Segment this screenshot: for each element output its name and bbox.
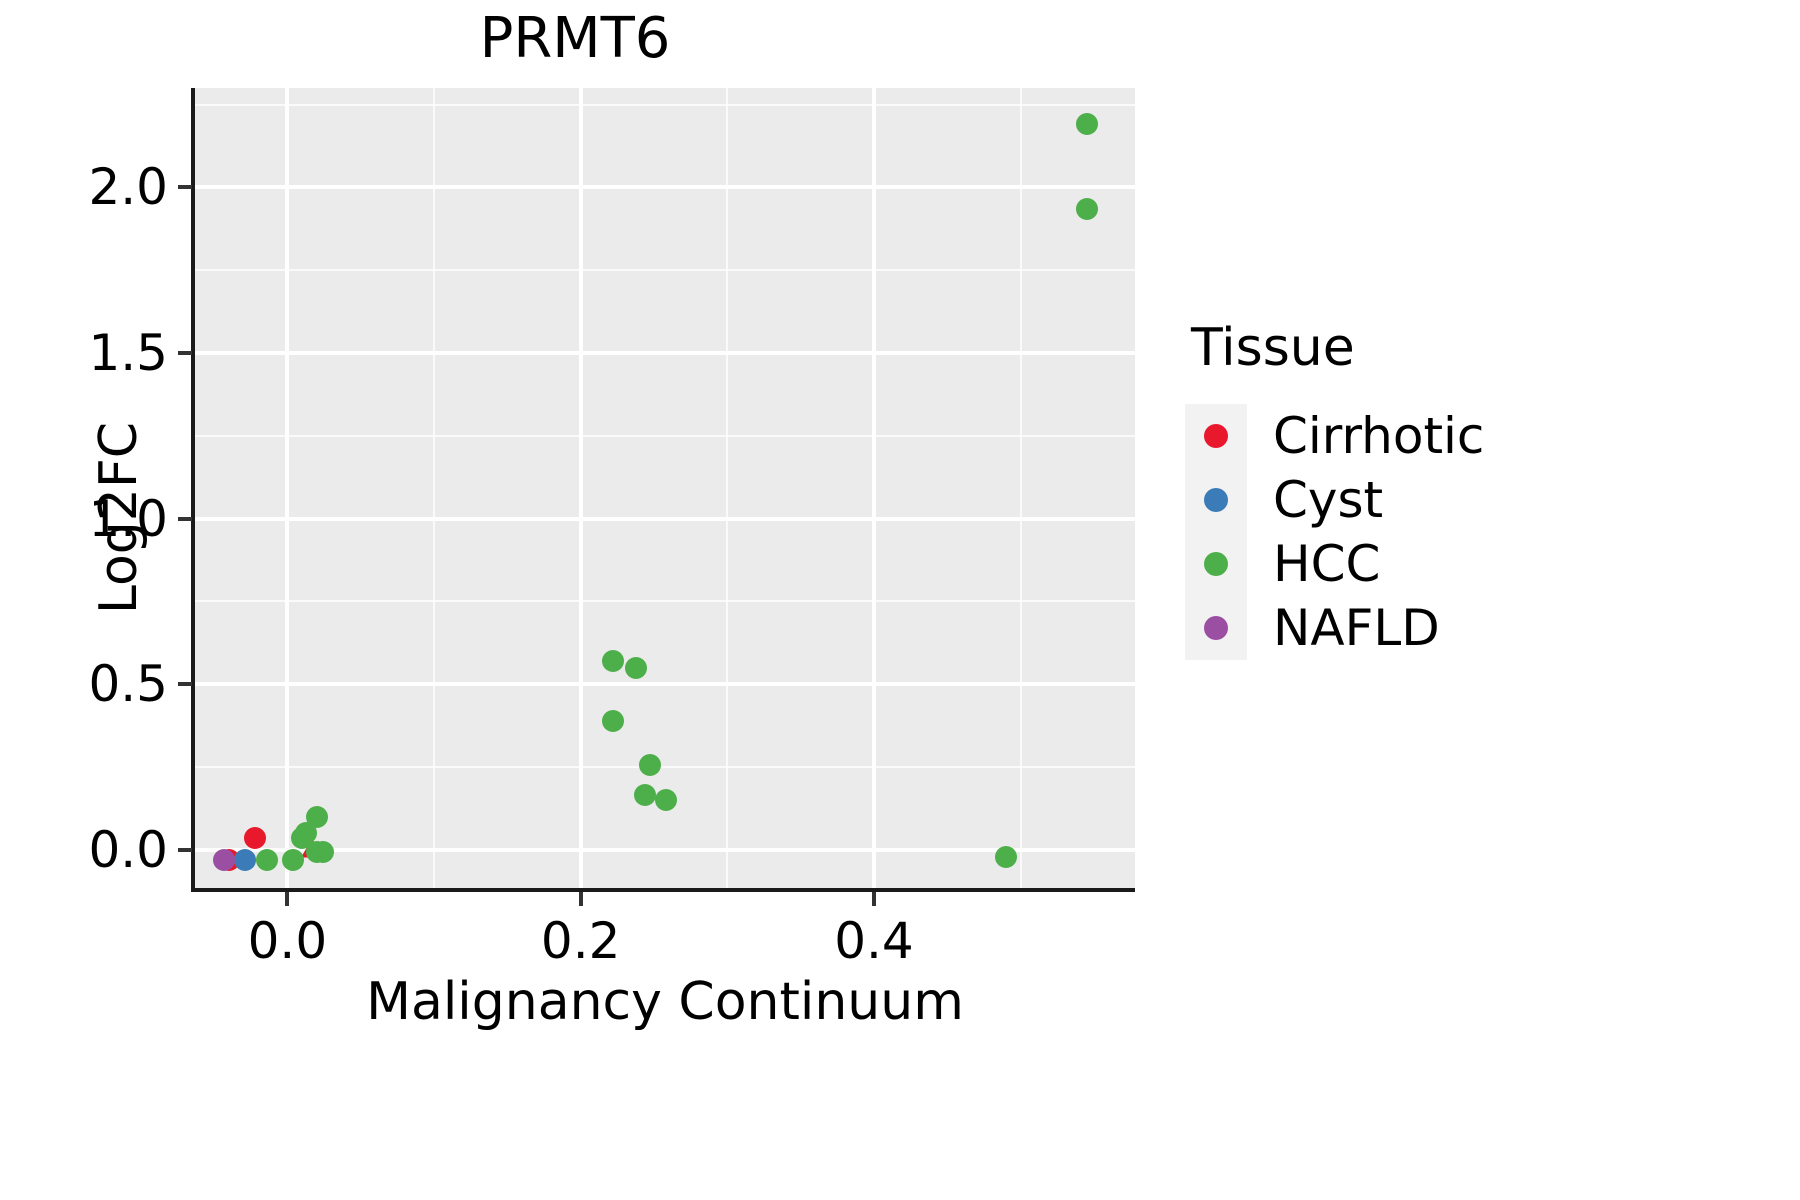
data-point-hcc xyxy=(305,805,328,828)
data-point-hcc xyxy=(282,848,305,871)
data-point-hcc xyxy=(638,754,661,777)
legend-item-hcc[interactable]: HCC xyxy=(1185,532,1745,596)
plot-panel xyxy=(195,88,1135,888)
legend-dot-icon xyxy=(1204,424,1228,448)
grid-major-horizontal xyxy=(195,351,1135,355)
data-point-cyst xyxy=(233,848,256,871)
legend: Tissue Cirrhotic Cyst HCC NAFLD xyxy=(1185,318,1745,660)
grid-major-horizontal xyxy=(195,516,1135,521)
legend-item-label: Cirrhotic xyxy=(1273,407,1485,465)
data-point-cirrhotic xyxy=(244,827,267,850)
legend-item-nafld[interactable]: NAFLD xyxy=(1185,596,1745,660)
y-axis-tick xyxy=(178,516,192,521)
data-point-hcc xyxy=(634,784,657,807)
y-axis-line xyxy=(191,88,195,892)
x-axis-tick-label: 0.0 xyxy=(247,912,328,970)
y-axis-tick-label: 1.5 xyxy=(88,324,168,382)
x-axis-tick xyxy=(285,892,290,906)
grid-minor-horizontal xyxy=(195,434,1135,437)
grid-minor-horizontal xyxy=(195,766,1135,769)
data-point-hcc xyxy=(654,789,677,812)
data-point-nafld xyxy=(213,848,236,871)
grid-major-vertical xyxy=(578,88,583,888)
legend-items: Cirrhotic Cyst HCC NAFLD xyxy=(1185,404,1745,660)
x-axis-tick-label: 0.4 xyxy=(834,912,914,970)
data-point-hcc xyxy=(255,848,278,871)
data-point-hcc xyxy=(1075,197,1098,220)
y-axis-tick xyxy=(178,185,192,190)
grid-minor-horizontal xyxy=(195,269,1135,272)
legend-key xyxy=(1185,532,1247,596)
legend-item-label: HCC xyxy=(1273,535,1381,593)
grid-major-horizontal xyxy=(195,847,1135,852)
legend-dot-icon xyxy=(1204,616,1228,640)
grid-minor-horizontal xyxy=(195,103,1135,106)
data-point-hcc xyxy=(311,840,334,863)
x-axis-line xyxy=(191,888,1135,892)
x-axis-tick xyxy=(871,892,876,906)
grid-minor-vertical xyxy=(726,88,729,888)
y-axis-tick xyxy=(178,847,192,852)
legend-dot-icon xyxy=(1204,488,1228,512)
legend-item-label: Cyst xyxy=(1273,471,1384,529)
y-axis-tick xyxy=(178,682,192,687)
legend-item-cirrhotic[interactable]: Cirrhotic xyxy=(1185,404,1745,468)
grid-minor-vertical xyxy=(1019,88,1022,888)
x-axis-title: Malignancy Continuum xyxy=(366,972,964,1032)
page-title: PRMT6 xyxy=(479,6,671,71)
legend-title: Tissue xyxy=(1191,318,1355,378)
legend-dot-icon xyxy=(1204,552,1228,576)
data-point-hcc xyxy=(625,656,648,679)
x-axis-tick xyxy=(578,892,583,906)
y-axis-tick xyxy=(178,351,192,355)
grid-minor-vertical xyxy=(433,88,436,888)
grid-major-horizontal xyxy=(195,185,1135,190)
x-axis-tick-label: 0.2 xyxy=(540,912,621,970)
data-point-hcc xyxy=(994,845,1017,868)
y-axis-tick-label: 0.5 xyxy=(88,655,168,714)
grid-major-vertical xyxy=(285,88,290,888)
legend-item-cyst[interactable]: Cyst xyxy=(1185,468,1745,532)
y-axis-tick-label: 0.0 xyxy=(88,820,168,879)
data-point-hcc xyxy=(1075,113,1098,136)
grid-major-horizontal xyxy=(195,682,1135,687)
data-point-hcc xyxy=(295,822,318,845)
legend-key xyxy=(1185,404,1247,468)
legend-key xyxy=(1185,596,1247,660)
grid-minor-horizontal xyxy=(195,600,1135,603)
y-axis-tick-label: 1.0 xyxy=(88,489,168,548)
legend-key xyxy=(1185,468,1247,532)
data-point-hcc xyxy=(601,650,624,673)
grid-major-vertical xyxy=(871,88,876,888)
y-axis-tick-label: 2.0 xyxy=(88,158,168,217)
legend-item-label: NAFLD xyxy=(1273,599,1440,657)
data-point-hcc xyxy=(601,709,624,732)
